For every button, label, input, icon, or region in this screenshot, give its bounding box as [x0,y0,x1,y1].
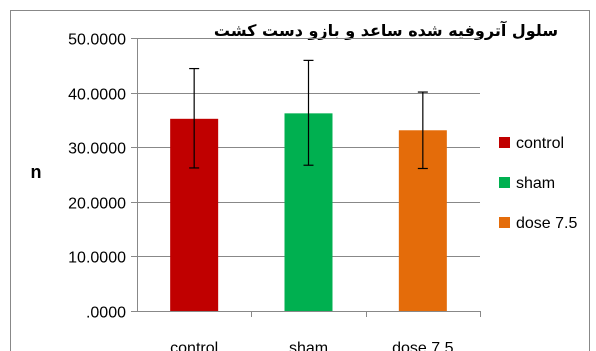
legend-label: control [516,135,564,152]
y-tick-label: 10.0000 [68,250,126,267]
y-tick-label: .0000 [86,305,126,322]
axes [131,38,480,312]
legend-item: sham [499,175,555,192]
y-tick-label: 20.0000 [68,196,126,213]
legend-swatch [499,137,510,148]
error-bar [417,91,428,170]
chart-title: سلول آتروفیه شده ساعد و بازو دست کشت [214,20,558,40]
y-tick-label: 50.0000 [68,32,126,49]
x-tick-label: control [170,340,218,351]
error-bar [189,67,200,169]
y-tick-label: 30.0000 [68,141,126,158]
x-tick-label: dose 7.5 [392,340,453,351]
legend: control sham dose 7.5 [499,135,577,232]
error-bar [303,59,314,166]
legend-swatch [499,217,510,228]
legend-item: control [499,135,564,152]
legend-label: sham [516,175,555,192]
error-bars [189,59,428,170]
y-axis-label: n [31,162,42,182]
x-tick-labels: control sham dose 7.5 [170,311,481,351]
x-tick-label: sham [289,340,328,351]
y-tick-labels: .0000 10.0000 20.0000 30.0000 40.0000 50.0000 [68,32,137,322]
legend-item: dose 7.5 [499,215,577,232]
y-tick-label: 40.0000 [68,87,126,104]
legend-swatch [499,177,510,188]
legend-label: dose 7.5 [516,215,577,232]
